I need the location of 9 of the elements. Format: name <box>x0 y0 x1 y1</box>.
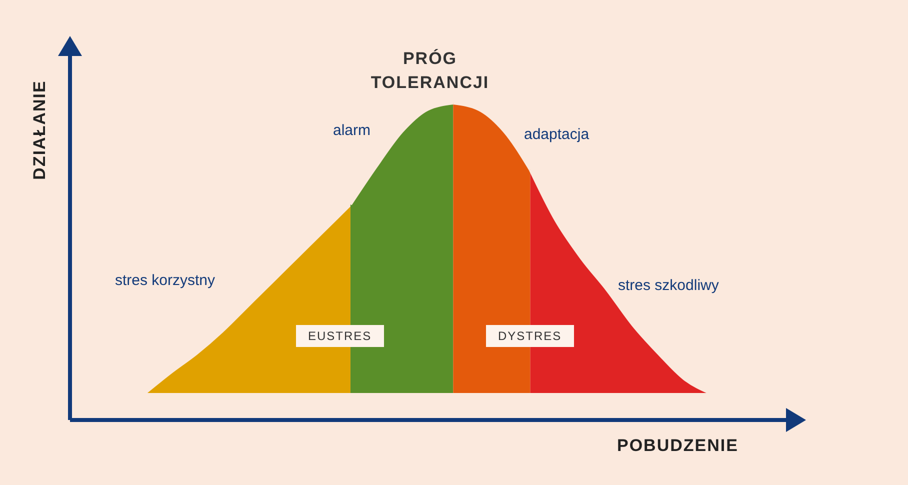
chart-title: PRÓG TOLERANCJI <box>370 49 490 92</box>
annotation: adaptacja <box>524 126 590 143</box>
y-axis-title: DZIAŁANIE <box>30 80 50 180</box>
annotation: EUSTRES <box>296 325 384 347</box>
annotation: stres szkodliwy <box>618 277 719 294</box>
annotation: DYSTRES <box>486 325 574 347</box>
annotation: stres korzystny <box>115 272 216 289</box>
annotation: alarm <box>333 122 371 139</box>
x-axis-title: POBUDZENIE <box>617 436 738 456</box>
